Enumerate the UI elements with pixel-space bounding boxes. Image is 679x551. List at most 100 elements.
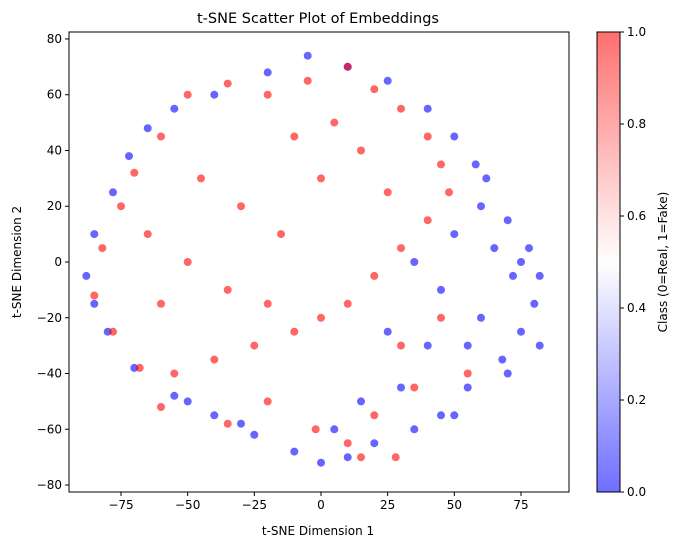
scatter-point <box>170 369 179 378</box>
scatter-point <box>143 124 152 133</box>
x-tick-label: −50 <box>175 498 200 512</box>
x-tick-label: 0 <box>317 498 325 512</box>
scatter-point <box>437 160 445 169</box>
x-tick-label: 75 <box>513 498 528 512</box>
scatter-point <box>290 327 299 336</box>
scatter-point <box>277 230 285 239</box>
x-tick-label: −75 <box>108 498 133 512</box>
scatter-point <box>170 104 179 113</box>
scatter-point <box>90 291 99 300</box>
scatter-point <box>397 244 405 253</box>
scatter-point <box>317 313 325 322</box>
scatter-point <box>223 285 232 294</box>
scatter-point <box>250 430 259 439</box>
colorbar-tick-label: 0.8 <box>627 117 646 131</box>
scatter-point <box>250 341 259 350</box>
scatter-point <box>463 383 472 392</box>
scatter-point <box>263 299 272 308</box>
y-tick-label: 0 <box>54 255 62 269</box>
scatter-point <box>183 397 192 406</box>
scatter-point <box>477 202 485 211</box>
scatter-point <box>463 341 472 350</box>
colorbar-label: Class (0=Real, 1=Fake) <box>656 192 670 333</box>
scatter-point <box>143 230 152 239</box>
scatter-point <box>157 132 165 141</box>
scatter-point <box>509 271 517 280</box>
scatter-point <box>370 411 379 420</box>
scatter-point <box>357 453 365 462</box>
colorbar <box>596 31 621 493</box>
scatter-point <box>490 244 499 253</box>
colorbar-ticks: 0.0 0.2 0.4 0.6 0.8 1.0 <box>620 25 646 499</box>
scatter-point <box>290 132 299 141</box>
scatter-point <box>450 230 459 239</box>
scatter-point <box>391 453 400 462</box>
scatter-point <box>170 391 179 400</box>
scatter-point <box>423 132 432 141</box>
colorbar-tick-label: 0.2 <box>627 393 646 407</box>
scatter-point <box>410 383 419 392</box>
scatter-point <box>503 369 512 378</box>
scatter-point <box>330 118 339 127</box>
y-tick-label: 40 <box>47 143 62 157</box>
y-tick-label: −20 <box>37 311 62 325</box>
scatter-point <box>303 76 312 85</box>
y-axis-ticks: −80 −60 −40 −20 0 20 40 60 80 <box>37 32 69 492</box>
scatter-point <box>463 369 472 378</box>
scatter-point <box>410 258 419 266</box>
scatter-point <box>343 453 352 462</box>
scatter-point <box>263 68 272 77</box>
scatter-point <box>135 363 144 372</box>
scatter-point <box>423 216 432 225</box>
scatter-point <box>437 411 445 420</box>
scatter-point <box>535 341 544 350</box>
scatter-point <box>450 132 459 141</box>
scatter-point <box>117 202 125 211</box>
scatter-point <box>263 397 272 406</box>
y-tick-label: 80 <box>47 32 62 46</box>
scatter-point <box>98 244 107 253</box>
scatter-point <box>357 397 365 406</box>
scatter-point <box>343 62 352 71</box>
scatter-point <box>237 202 245 211</box>
scatter-point <box>130 168 139 177</box>
y-axis-label: t-SNE Dimension 2 <box>10 206 24 318</box>
scatter-point <box>210 90 219 99</box>
scatter-point <box>90 230 99 239</box>
scatter-point <box>290 447 299 456</box>
scatter-point <box>125 152 133 161</box>
scatter-point <box>517 258 525 266</box>
scatter-point <box>317 458 325 467</box>
x-axis-label: t-SNE Dimension 1 <box>262 524 374 538</box>
scatter-point <box>423 104 432 113</box>
scatter-point <box>330 425 339 434</box>
y-tick-label: 20 <box>47 199 62 213</box>
scatter-point <box>383 327 392 336</box>
scatter-point <box>503 216 512 225</box>
scatter-point <box>343 439 352 448</box>
scatter-point <box>437 285 445 294</box>
scatter-point <box>223 419 232 428</box>
x-tick-label: 25 <box>380 498 395 512</box>
scatter-point <box>210 355 219 364</box>
scatter-point <box>517 327 525 336</box>
scatter-point <box>237 419 245 428</box>
scatter-point <box>263 90 272 99</box>
scatter-point <box>183 258 192 266</box>
scatter-point <box>437 313 445 322</box>
chart-title: t-SNE Scatter Plot of Embeddings <box>197 11 439 27</box>
y-tick-label: 60 <box>47 88 62 102</box>
scatter-point <box>109 188 117 197</box>
scatter-point <box>82 271 91 280</box>
colorbar-tick-label: 0.4 <box>627 301 646 315</box>
scatter-point <box>90 299 99 308</box>
scatter-point <box>383 76 392 85</box>
scatter-point <box>397 341 405 350</box>
y-tick-label: −40 <box>37 367 62 381</box>
x-axis-ticks: −75 −50 −25 0 25 50 75 <box>108 492 529 512</box>
scatter-point <box>370 439 379 448</box>
scatter-point <box>525 244 533 253</box>
scatter-point <box>157 299 165 308</box>
